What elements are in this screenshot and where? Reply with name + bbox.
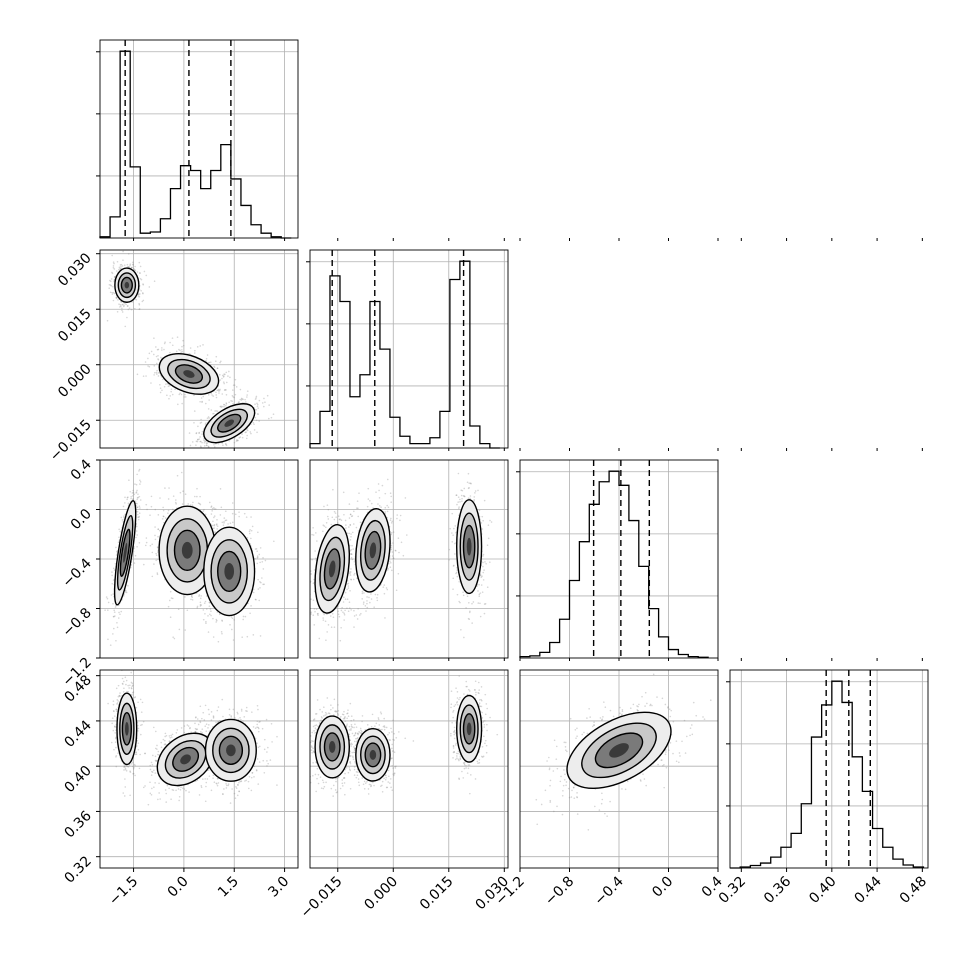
- x-tick-label: 0.36: [761, 873, 794, 906]
- density-core: [224, 562, 235, 580]
- x-tick-label: −0.8: [542, 874, 577, 909]
- density-core: [181, 541, 193, 559]
- density-panel: [310, 675, 499, 797]
- y-tick-label: −0.4: [59, 555, 94, 590]
- y-tick-label: 0.4: [68, 456, 95, 483]
- y-tick-label: 0.030: [55, 250, 95, 290]
- x-tick-label: −0.4: [591, 873, 626, 908]
- panel-frame: [309, 249, 509, 449]
- density-core: [124, 281, 130, 289]
- y-tick-label: 0.015: [55, 306, 95, 346]
- histogram-step-line: [519, 470, 709, 658]
- panel-frame: [309, 669, 509, 869]
- x-tick-label: 3.0: [265, 874, 292, 901]
- y-tick-label: 0.32: [61, 853, 94, 886]
- density-core: [224, 419, 235, 427]
- histogram-step-line: [309, 260, 500, 449]
- histogram-step-line: [99, 50, 292, 239]
- x-tick-label: 0.000: [361, 874, 401, 914]
- panel-grid: [100, 250, 298, 448]
- y-tick-label: −0.8: [59, 605, 94, 640]
- density-panel: [535, 673, 712, 831]
- x-tick-label: 0.32: [716, 874, 749, 907]
- y-tick-label: 0.0: [68, 506, 95, 533]
- density-core: [183, 370, 195, 378]
- x-tick-label: 1.5: [215, 874, 242, 901]
- panel-grid: [133, 40, 285, 238]
- panel-frame: [309, 459, 509, 659]
- density-panel: [107, 670, 278, 806]
- y-tick-label: 0.44: [61, 717, 94, 750]
- x-tick-label: 0.44: [852, 873, 885, 906]
- histogram-step-line: [730, 680, 925, 869]
- density-core: [123, 542, 128, 563]
- density-panel: [104, 468, 275, 646]
- y-tick-label: −0.015: [47, 417, 95, 465]
- density-panel: [106, 250, 275, 448]
- density-core: [328, 741, 336, 753]
- panel-frame: [99, 249, 299, 449]
- x-tick-label: 0.48: [897, 874, 930, 907]
- x-tick-label: 0.40: [806, 874, 839, 907]
- density-core: [328, 560, 336, 578]
- panel-frame: [729, 669, 929, 869]
- x-tick-label: −0.015: [298, 874, 346, 922]
- panel-grid: [569, 460, 669, 658]
- density-core: [466, 537, 472, 556]
- density-core: [226, 744, 236, 757]
- panel-frame: [99, 39, 299, 239]
- x-tick-label: −1.5: [106, 874, 141, 909]
- x-tick-label: 0.015: [417, 874, 457, 914]
- panel-grid: [337, 250, 505, 448]
- y-tick-label: 0.000: [55, 361, 95, 401]
- y-tick-label: 0.36: [61, 808, 94, 841]
- density-core: [180, 754, 191, 765]
- density-core: [369, 749, 377, 760]
- panel-frame: [99, 669, 299, 869]
- y-tick-label: 0.40: [61, 763, 94, 796]
- density-core: [369, 542, 377, 559]
- x-tick-label: 0.0: [649, 874, 676, 901]
- density-panel: [310, 460, 493, 642]
- density-core: [124, 722, 129, 736]
- density-core: [466, 722, 472, 736]
- x-tick-label: 0.0: [165, 874, 192, 901]
